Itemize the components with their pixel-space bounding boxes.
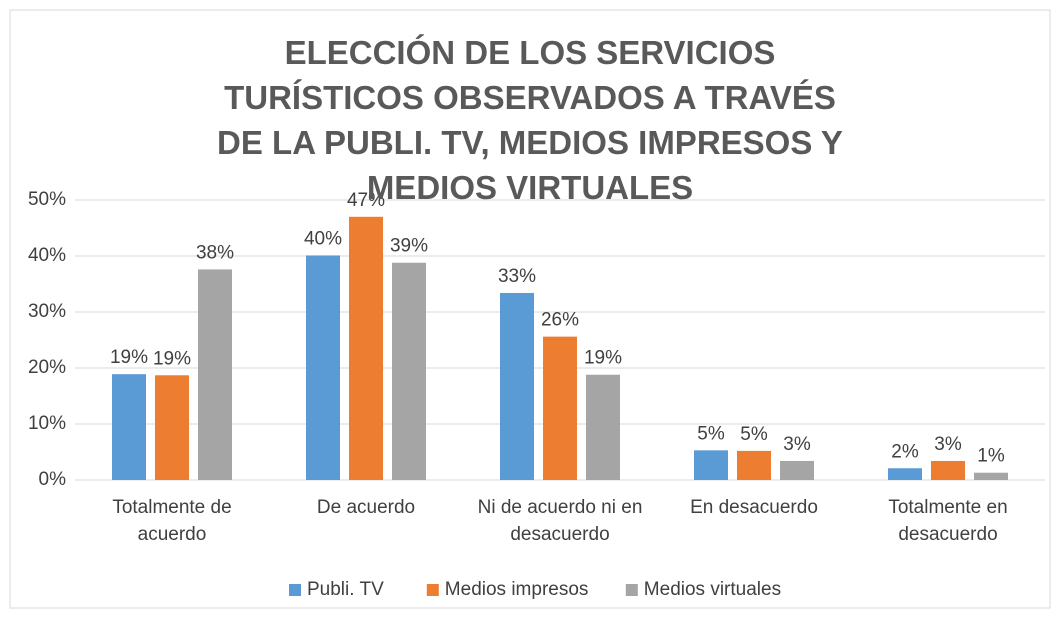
- y-tick-label: 20%: [28, 357, 66, 378]
- bar: [780, 460, 814, 480]
- data-label: 1%: [977, 446, 1005, 467]
- data-label: 39%: [390, 236, 428, 257]
- chart-title: ELECCIÓN DE LOS SERVICIOS TURÍSTICOS OBS…: [217, 34, 843, 206]
- bar: [500, 292, 534, 480]
- bar: [586, 374, 620, 480]
- legend-swatch: [625, 584, 638, 596]
- legend-swatch: [426, 584, 439, 596]
- x-tick-label: De acuerdo: [316, 497, 416, 518]
- data-label: 3%: [783, 434, 811, 455]
- x-tick-label: Totalmente de acuerdo: [112, 497, 232, 545]
- y-tick-label: 10%: [28, 413, 66, 434]
- data-label: 19%: [584, 348, 622, 369]
- x-tick-label: En desacuerdo: [690, 497, 818, 518]
- data-label: 2%: [891, 441, 919, 462]
- legend-label: Publi. TV: [307, 579, 384, 600]
- bar: [543, 336, 577, 480]
- data-label: 40%: [304, 228, 342, 249]
- data-label: 5%: [740, 424, 768, 445]
- data-label: 19%: [110, 347, 148, 368]
- y-tick-label: 40%: [28, 245, 66, 266]
- bar: [155, 375, 189, 480]
- bar: [888, 468, 922, 480]
- bar: [931, 460, 965, 480]
- bar: [392, 262, 426, 480]
- data-label: 3%: [934, 434, 962, 455]
- legend-label: Medios impresos: [445, 579, 589, 600]
- bar: [112, 374, 146, 480]
- data-label: 47%: [347, 190, 385, 211]
- bar: [974, 472, 1008, 480]
- data-label: 19%: [153, 348, 191, 369]
- bar: [737, 450, 771, 480]
- x-tick-label: Totalmente en desacuerdo: [888, 497, 1008, 545]
- data-label: 26%: [541, 310, 579, 331]
- bar: [349, 216, 383, 481]
- data-label: 33%: [498, 266, 536, 287]
- data-label: 5%: [697, 423, 725, 444]
- x-tick-label: Ni de acuerdo ni en desacuerdo: [477, 497, 643, 545]
- bar: [306, 255, 340, 480]
- data-label: 38%: [196, 242, 234, 263]
- legend-swatch: [289, 584, 301, 596]
- y-tick-label: 30%: [28, 301, 66, 322]
- bar: [198, 269, 232, 480]
- y-tick-label: 0%: [39, 469, 67, 490]
- legend-label: Medios virtuales: [644, 579, 781, 600]
- y-tick-label: 50%: [28, 189, 66, 210]
- bar: [694, 450, 728, 480]
